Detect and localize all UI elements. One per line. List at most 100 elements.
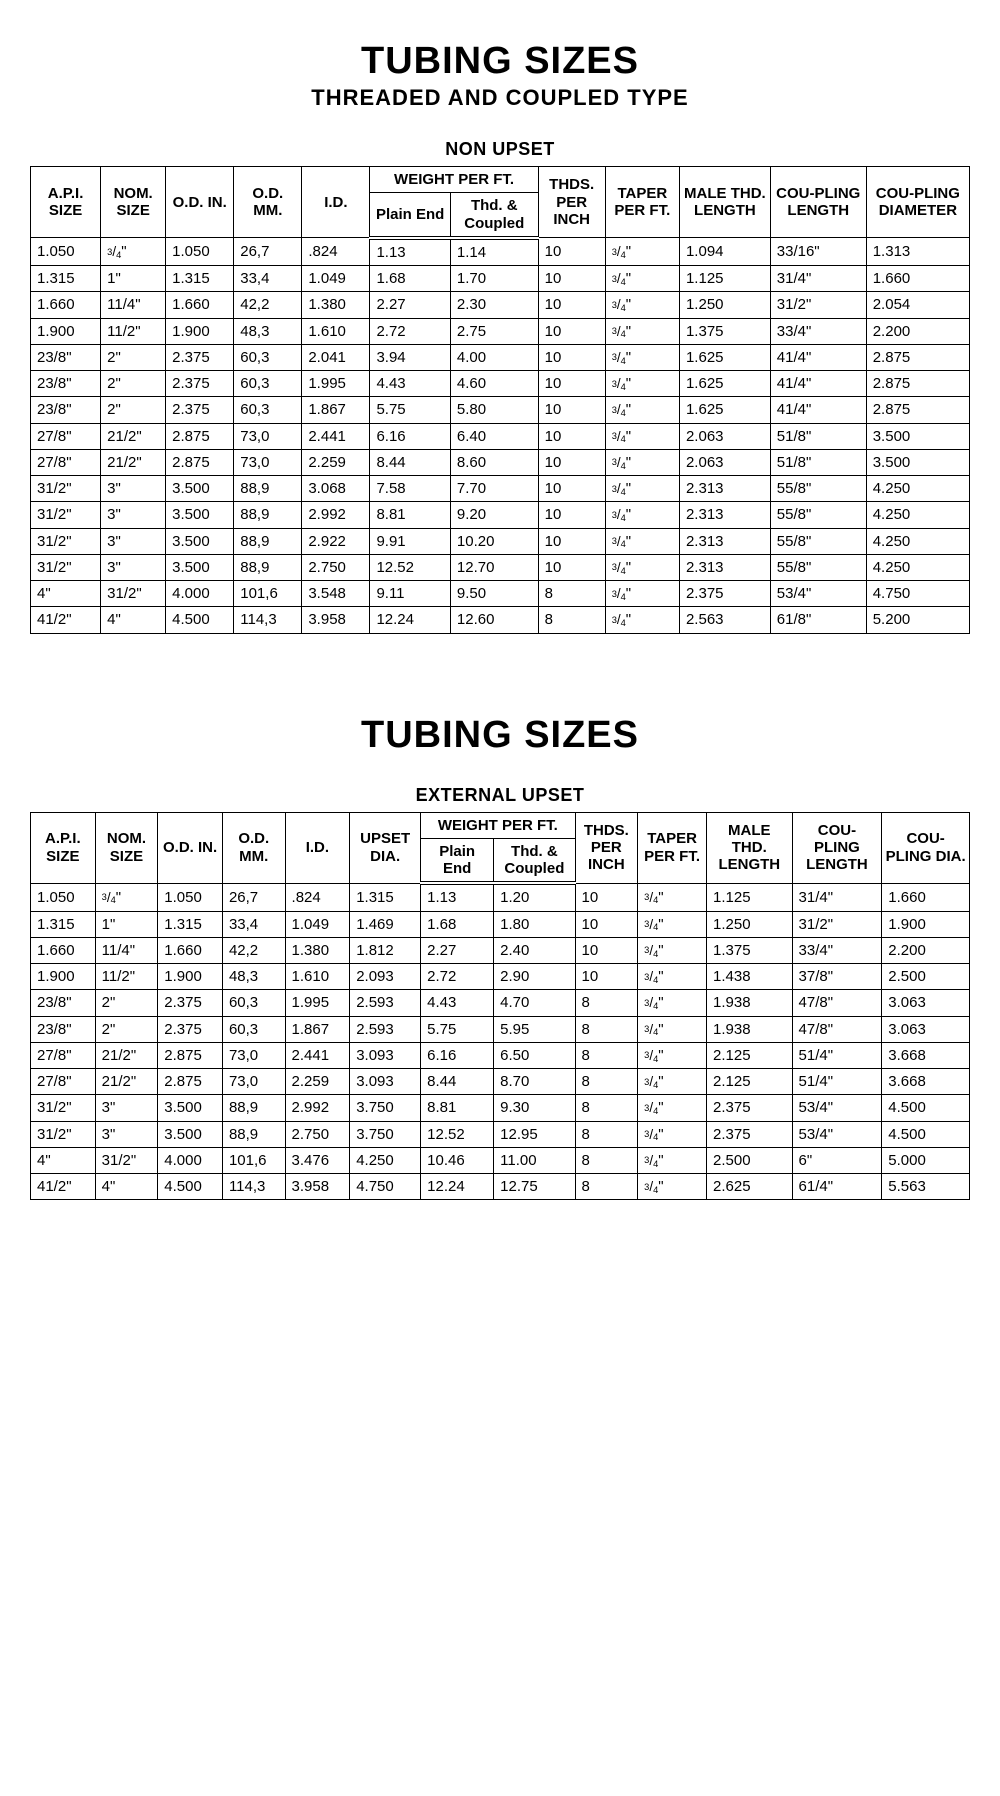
cell: 3.750 [350, 1121, 421, 1147]
cell: 9.50 [450, 581, 538, 607]
cell: 31/2" [31, 1121, 96, 1147]
cell: 2.875 [166, 449, 234, 475]
cell: 9.20 [450, 502, 538, 528]
cell: 42,2 [222, 937, 285, 963]
cell: 55/8" [770, 554, 866, 580]
cell: 2" [95, 990, 158, 1016]
cell: 3" [101, 528, 166, 554]
cell: 4.250 [866, 554, 969, 580]
cell: 8.44 [421, 1069, 494, 1095]
cell: 3.548 [302, 581, 370, 607]
table-row: 31/2"3"3.50088,92.75012.5212.70103/4"2.3… [31, 554, 970, 580]
cell: 1.315 [31, 266, 101, 292]
table-row: 31/2"3"3.50088,92.9229.9110.20103/4"2.31… [31, 528, 970, 554]
cell: 3/4" [605, 607, 679, 633]
cell: 88,9 [222, 1121, 285, 1147]
cell: 88,9 [234, 476, 302, 502]
cell: 2.375 [158, 990, 223, 1016]
cell: 10 [538, 476, 605, 502]
cell: 73,0 [222, 1069, 285, 1095]
cell: 3" [95, 1121, 158, 1147]
cell: 27/8" [31, 449, 101, 475]
cell: 3/4" [638, 1095, 707, 1121]
cell: 1.315 [350, 883, 421, 911]
cell: 5.80 [450, 397, 538, 423]
cell: 3/4" [605, 266, 679, 292]
cell: 33/4" [770, 318, 866, 344]
cell: 4.43 [421, 990, 494, 1016]
cell: 10 [538, 292, 605, 318]
table-row: 23/8"2"2.37560,31.8675.755.80103/4"1.625… [31, 397, 970, 423]
cell: 2.093 [350, 964, 421, 990]
cell: 2.125 [707, 1042, 793, 1068]
cell: 3/4" [638, 1121, 707, 1147]
cell: 53/4" [792, 1121, 882, 1147]
cell: 4.500 [166, 607, 234, 633]
cell: 3.500 [158, 1095, 223, 1121]
h-wpft: WEIGHT PER FT. [370, 167, 538, 193]
cell: 2.375 [166, 344, 234, 370]
cell: 3/4" [605, 397, 679, 423]
h2-taper: TAPER PER FT. [638, 812, 707, 883]
cell: 4.500 [882, 1121, 970, 1147]
table-row: 1.0503/4"1.05026,7.8241.131.14103/4"1.09… [31, 238, 970, 266]
cell: 1.315 [158, 911, 223, 937]
cell: 4.000 [158, 1147, 223, 1173]
cell: 31/2" [770, 292, 866, 318]
cell: 3.476 [285, 1147, 350, 1173]
cell: 3/4" [638, 1016, 707, 1042]
cell: 4" [31, 581, 101, 607]
cell: 3" [95, 1095, 158, 1121]
cell: 6.40 [450, 423, 538, 449]
cell: 3/4" [638, 1174, 707, 1200]
cell: 3/4" [638, 1042, 707, 1068]
cell: 2.313 [679, 528, 770, 554]
cell: 12.95 [494, 1121, 575, 1147]
cell: 3.500 [166, 476, 234, 502]
cell: 47/8" [792, 1016, 882, 1042]
cell: 1.660 [882, 883, 970, 911]
cell: 2.259 [285, 1069, 350, 1095]
cell: 61/8" [770, 607, 866, 633]
cell: 88,9 [234, 528, 302, 554]
cell: 2" [95, 1016, 158, 1042]
cell: 31/4" [770, 266, 866, 292]
cell: 11/2" [101, 318, 166, 344]
cell: 8 [575, 1147, 638, 1173]
cell: 2.041 [302, 344, 370, 370]
cell: 1.938 [707, 1016, 793, 1042]
cell: 31/2" [31, 476, 101, 502]
cell: 1.900 [31, 318, 101, 344]
cell: 11/2" [95, 964, 158, 990]
cell: 101,6 [234, 581, 302, 607]
cell: 1.438 [707, 964, 793, 990]
cell: 1.995 [302, 371, 370, 397]
caption-1: NON UPSET [30, 139, 970, 160]
cell: 12.75 [494, 1174, 575, 1200]
h-male: MALE THD. LENGTH [679, 167, 770, 238]
cell: 3/4" [605, 371, 679, 397]
cell: 5.563 [882, 1174, 970, 1200]
cell: 47/8" [792, 990, 882, 1016]
cell: 55/8" [770, 502, 866, 528]
cell: 114,3 [222, 1174, 285, 1200]
h-thd: Thd. & Coupled [450, 193, 538, 238]
cell: 2.875 [866, 397, 969, 423]
cell: 1.938 [707, 990, 793, 1016]
cell: 2" [101, 397, 166, 423]
cell: 3.500 [866, 449, 969, 475]
caption-2: EXTERNAL UPSET [30, 785, 970, 806]
cell: 1.375 [707, 937, 793, 963]
h2-nom: NOM. SIZE [95, 812, 158, 883]
cell: 21/2" [101, 423, 166, 449]
cell: 2.500 [707, 1147, 793, 1173]
cell: 2.27 [370, 292, 450, 318]
cell: 33/4" [792, 937, 882, 963]
cell: 1.900 [31, 964, 96, 990]
cell: 3.750 [350, 1095, 421, 1121]
cell: 2.875 [158, 1042, 223, 1068]
h-odmm: O.D. MM. [234, 167, 302, 238]
h-clen: COU-PLING LENGTH [770, 167, 866, 238]
cell: 2.054 [866, 292, 969, 318]
cell: 101,6 [222, 1147, 285, 1173]
